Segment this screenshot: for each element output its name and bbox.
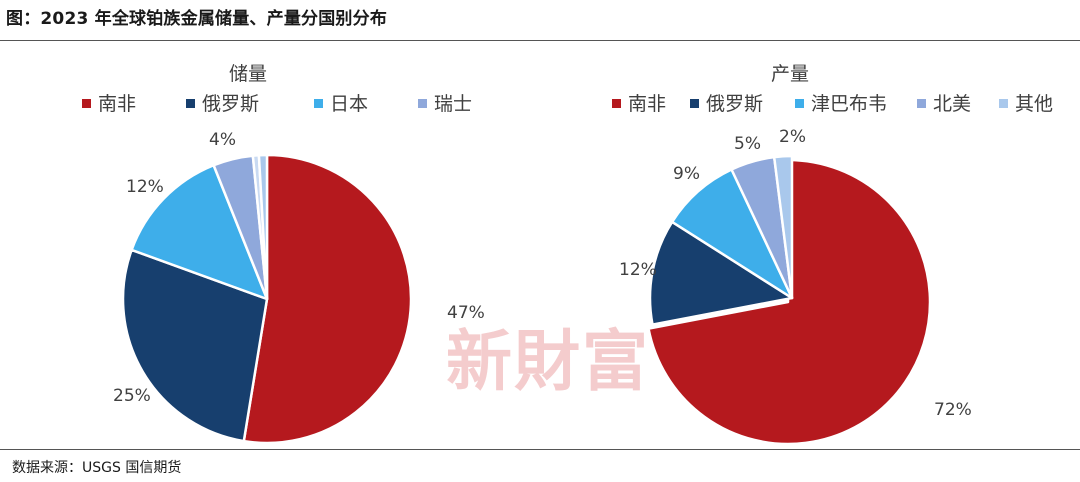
- figure-title: 图：2023 年全球铂族金属储量、产量分国别分布: [6, 9, 388, 29]
- legend-label: 其他: [1015, 93, 1053, 115]
- legend-swatch: [612, 99, 621, 108]
- legend-swatch: [418, 99, 427, 108]
- legend-swatch: [690, 99, 699, 108]
- legend-swatch: [82, 99, 91, 108]
- data-label: 4%: [209, 130, 236, 150]
- data-label: 9%: [673, 164, 700, 184]
- legend-label: 南非: [98, 93, 136, 115]
- chart-title: 产量: [771, 63, 809, 85]
- legend-label: 俄罗斯: [706, 93, 763, 115]
- data-label: 5%: [734, 134, 761, 154]
- pie-slice: [257, 153, 269, 301]
- data-label: 72%: [934, 400, 972, 420]
- legend-label: 日本: [330, 93, 368, 115]
- chart-title: 储量: [229, 63, 267, 85]
- pie-slice: [130, 164, 269, 301]
- legend-label: 南非: [628, 93, 666, 115]
- data-label: 2%: [779, 127, 806, 147]
- pie-slice: [647, 158, 932, 446]
- legend-swatch: [314, 99, 323, 108]
- legend-label: 俄罗斯: [202, 93, 259, 115]
- figure-source: 数据来源：USGS 国信期货: [12, 460, 182, 476]
- pie-slice: [121, 248, 269, 443]
- legend-swatch: [186, 99, 195, 108]
- legend-swatch: [795, 99, 804, 108]
- pie-slice: [670, 168, 794, 300]
- legend-swatch: [999, 99, 1008, 108]
- legend-label: 北美: [933, 93, 971, 115]
- pie-slice: [648, 220, 794, 326]
- bottom-rule: [0, 449, 1080, 450]
- pie-slice: [772, 154, 794, 300]
- pie-slice: [242, 153, 413, 445]
- legend-label: 津巴布韦: [811, 93, 887, 115]
- data-label: 12%: [619, 260, 657, 280]
- legend-swatch: [917, 99, 926, 108]
- legend-label: 瑞士: [434, 93, 472, 115]
- data-label: 25%: [113, 386, 151, 406]
- data-label: 12%: [126, 177, 164, 197]
- top-rule: [0, 40, 1080, 41]
- data-label: 47%: [447, 303, 485, 323]
